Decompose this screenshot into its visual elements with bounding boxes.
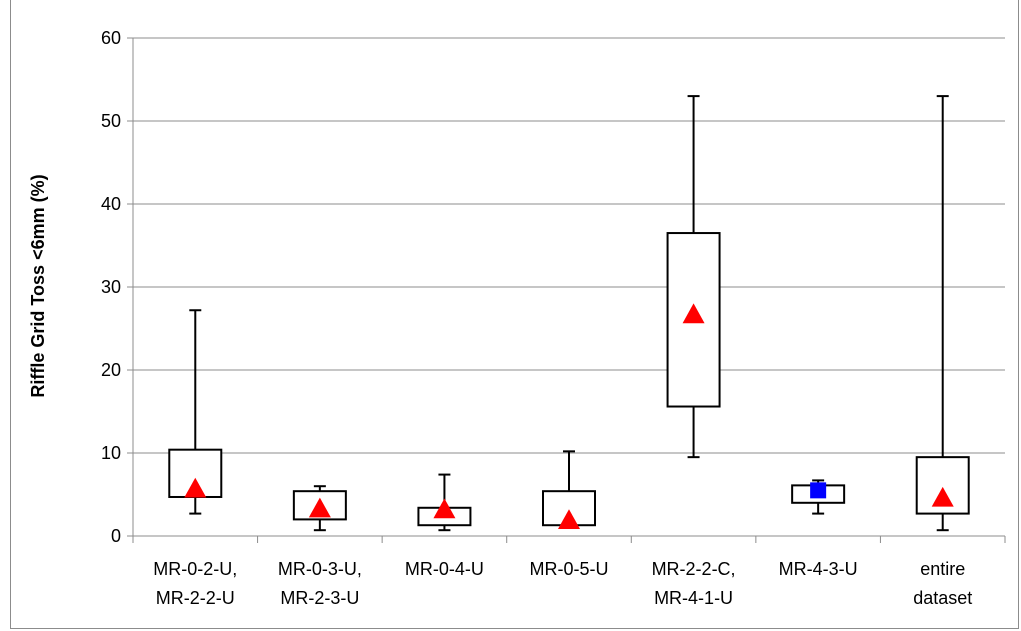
x-category-label: MR-4-1-U: [654, 588, 733, 608]
mean-marker-triangle: [308, 497, 331, 518]
box-group: [666, 95, 721, 459]
x-category-label: dataset: [913, 588, 972, 608]
mean-marker-triangle: [184, 477, 207, 498]
y-tick-label: 10: [101, 443, 121, 463]
gridlines: [133, 37, 1005, 454]
iqr-box: [542, 490, 596, 527]
x-category-labels: MR-0-2-U, MR-2-2-U MR-0-3-U, MR-2-3-U MR-0-4…: [153, 559, 972, 608]
y-tick-label: 40: [101, 194, 121, 214]
x-category-label: MR-0-5-U: [530, 559, 609, 579]
box-group: [292, 485, 347, 532]
box-group: [915, 95, 970, 532]
x-category-label: MR-2-3-U: [280, 588, 359, 608]
y-tick-label: 50: [101, 111, 121, 131]
x-category-label: entire: [920, 559, 965, 579]
mean-marker-triangle: [682, 303, 705, 324]
y-tick-label: 0: [111, 526, 121, 546]
x-category-label: MR-2-2-C,: [652, 559, 736, 579]
y-tick-label: 20: [101, 360, 121, 380]
iqr-box: [666, 232, 721, 408]
y-tick-label: 30: [101, 277, 121, 297]
x-category-label: MR-0-4-U: [405, 559, 484, 579]
mean-marker-triangle: [433, 498, 456, 519]
x-category-label: MR-0-3-U,: [278, 559, 362, 579]
x-category-label: MR-2-2-U: [156, 588, 235, 608]
box-group: [168, 309, 223, 515]
x-category-label: MR-4-3-U: [779, 559, 858, 579]
mean-marker-triangle: [558, 509, 580, 530]
y-tick-labels: 0 10 20 30 40 50 60: [101, 28, 121, 546]
mean-marker-triangle: [931, 486, 954, 507]
box-group: [542, 450, 596, 530]
boxes: [168, 95, 970, 532]
chart-frame: [10, 0, 1019, 629]
box-group: [417, 473, 472, 532]
mean-marker-square: [810, 482, 827, 499]
y-axis-title: Riffle Grid Toss <6mm (%): [28, 174, 48, 397]
axes: [127, 37, 1006, 543]
y-tick-label: 60: [101, 28, 121, 48]
box-group: [791, 479, 846, 515]
x-category-label: MR-0-2-U,: [153, 559, 237, 579]
